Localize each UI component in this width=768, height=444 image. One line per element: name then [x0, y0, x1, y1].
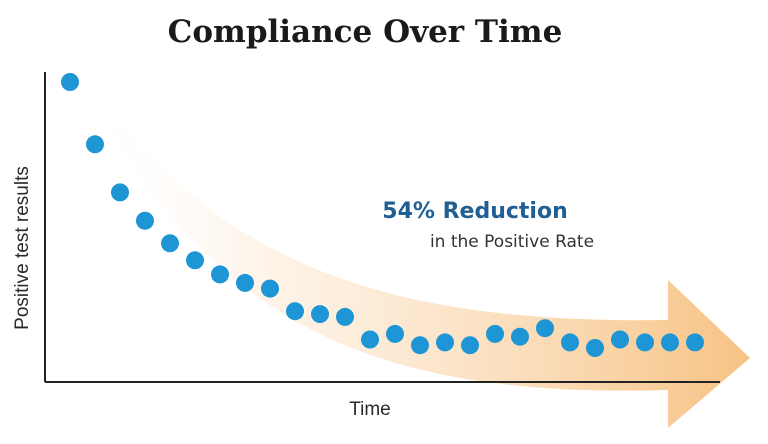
data-point-25: [661, 333, 679, 352]
data-point-18: [486, 324, 504, 343]
data-point-8: [236, 273, 254, 292]
data-point-14: [386, 324, 404, 343]
data-point-1: [61, 73, 79, 91]
data-point-17: [461, 336, 479, 355]
data-point-10: [286, 302, 304, 321]
data-point-20: [536, 319, 554, 338]
data-point-19: [511, 327, 529, 346]
data-point-26: [686, 333, 704, 352]
data-point-12: [336, 307, 354, 326]
data-point-16: [436, 333, 454, 352]
data-point-3: [111, 183, 129, 202]
data-point-15: [411, 336, 429, 355]
data-point-22: [586, 339, 604, 357]
trend-arrow: [82, 78, 750, 428]
data-point-9: [261, 279, 279, 298]
data-point-11: [311, 305, 329, 324]
x-axis-label: Time: [349, 399, 391, 420]
data-point-21: [561, 333, 579, 352]
data-point-4: [136, 211, 154, 230]
data-point-7: [211, 265, 229, 284]
data-point-24: [636, 333, 654, 352]
data-point-5: [161, 234, 179, 253]
annotation-headline: 54% Reduction: [382, 199, 567, 224]
data-point-13: [361, 330, 379, 349]
data-point-2: [86, 135, 104, 154]
chart-title: Compliance Over Time: [168, 14, 563, 50]
data-point-23: [611, 330, 629, 349]
data-point-6: [186, 251, 204, 270]
annotation-subline: in the Positive Rate: [430, 232, 594, 252]
data-points: [61, 73, 704, 357]
y-axis-label: Positive test results: [12, 166, 33, 330]
